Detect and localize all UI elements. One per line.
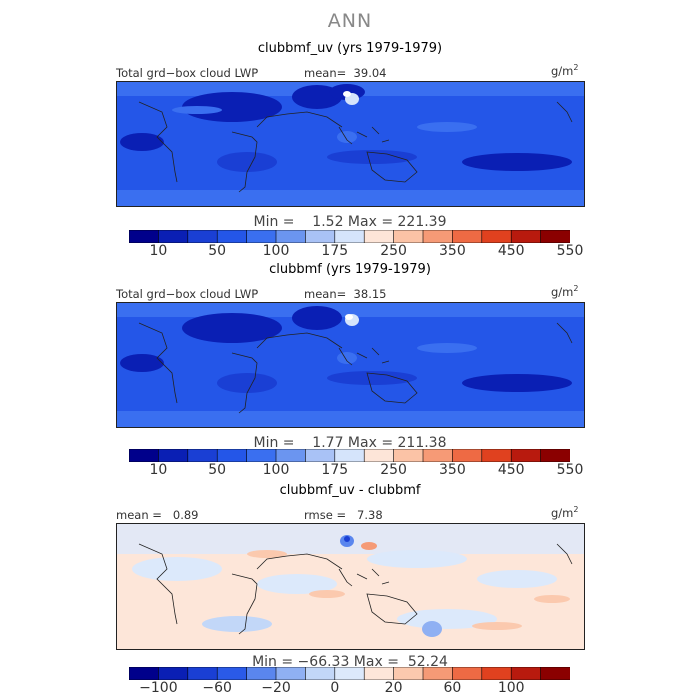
colorbar-swatch <box>334 667 365 680</box>
colorbar-tick-label: 50 <box>208 462 227 478</box>
colorbar-swatch <box>540 230 570 243</box>
colorbar-tick-label: 100 <box>262 243 290 259</box>
panel-1-map-plot <box>117 82 584 206</box>
panel-2-variable-label: Total grd−box cloud LWP <box>116 287 259 301</box>
colorbar-tick-label: 550 <box>556 243 584 259</box>
colorbar-tick-label: 350 <box>439 243 466 259</box>
colorbar-tick-label: 175 <box>321 462 349 478</box>
colorbar-swatch <box>129 667 160 680</box>
panel-3-mean: mean = 0.89 <box>116 508 199 522</box>
panel-3-units: g/m2 <box>551 505 579 520</box>
colorbar-swatch <box>393 667 424 680</box>
colorbar-tick-label: 50 <box>208 243 227 259</box>
colorbar-tick-label: 450 <box>497 243 525 259</box>
colorbar-tick-label: 175 <box>321 243 349 259</box>
panel-3-map <box>116 523 585 650</box>
colorbar-swatch <box>305 230 336 243</box>
colorbar-swatch <box>275 230 307 243</box>
colorbar-swatch <box>393 230 424 243</box>
panel-1-title: clubbmf_uv (yrs 1979-1979) <box>257 41 443 56</box>
panel-2-colorbar-ticks: 10 50 100 175 250 350 450 550 <box>0 462 700 480</box>
colorbar-swatch <box>481 449 512 462</box>
panel-3-colorbar <box>129 667 570 680</box>
panel-2-map <box>116 302 585 428</box>
colorbar-swatch <box>510 449 542 462</box>
panel-3-minmax: Min = −66.33 Max = 52.24 <box>252 654 448 670</box>
panel-2-map-plot <box>117 303 584 427</box>
colorbar-tick-label: 250 <box>380 243 407 259</box>
colorbar-swatch <box>216 449 248 462</box>
colorbar-swatch <box>422 667 454 680</box>
colorbar-swatch <box>363 667 395 680</box>
colorbar-tick-label: 10 <box>149 243 168 259</box>
colorbar-swatch <box>510 230 542 243</box>
colorbar-swatch <box>540 667 570 680</box>
colorbar-swatch <box>334 449 365 462</box>
colorbar-swatch <box>158 230 189 243</box>
panel-1-minmax: Min = 1.52 Max = 221.39 <box>253 214 447 230</box>
panel-1-variable-label: Total grd−box cloud LWP <box>116 66 259 80</box>
colorbar-tick-label: −100 <box>139 680 178 696</box>
colorbar-tick-label: 0 <box>330 680 340 696</box>
colorbar-tick-label: 450 <box>497 462 525 478</box>
colorbar-swatch <box>510 667 542 680</box>
colorbar-swatch <box>158 667 189 680</box>
panel-1-mean: mean= 39.04 <box>304 66 387 80</box>
colorbar-swatch <box>129 449 160 462</box>
panel-2-units: g/m2 <box>551 284 579 299</box>
colorbar-swatch <box>246 667 277 680</box>
colorbar-swatch <box>158 449 189 462</box>
panel-3-colorbar-ticks: −100 −60 −20 0 20 60 100 <box>0 680 700 698</box>
colorbar-swatch <box>187 667 218 680</box>
colorbar-swatch <box>363 449 395 462</box>
colorbar-swatch <box>216 230 248 243</box>
panel-3-map-plot <box>117 524 584 649</box>
panel-2-title: clubbmf (yrs 1979-1979) <box>269 262 431 277</box>
panel-1-colorbar-ticks: 10 50 100 175 250 350 450 550 <box>0 243 700 261</box>
colorbar-tick-label: −20 <box>261 680 291 696</box>
colorbar-swatch <box>216 667 248 680</box>
colorbar-swatch <box>540 449 570 462</box>
colorbar-swatch <box>422 230 454 243</box>
colorbar-swatch <box>393 449 424 462</box>
colorbar-tick-label: 60 <box>443 680 462 696</box>
colorbar-swatch <box>187 449 218 462</box>
colorbar-swatch <box>246 449 277 462</box>
colorbar-tick-label: 10 <box>149 462 168 478</box>
colorbar-swatch <box>452 667 483 680</box>
colorbar-swatch <box>452 449 483 462</box>
colorbar-swatch <box>305 667 336 680</box>
colorbar-swatch <box>481 230 512 243</box>
panel-1-colorbar <box>129 230 570 243</box>
colorbar-swatch <box>275 449 307 462</box>
colorbar-swatch <box>129 230 160 243</box>
colorbar-swatch <box>422 449 454 462</box>
figure-title: ANN <box>327 10 373 32</box>
colorbar-tick-label: 100 <box>262 462 290 478</box>
panel-1-units: g/m2 <box>551 63 579 78</box>
colorbar-swatch <box>246 230 277 243</box>
colorbar-tick-label: 100 <box>497 680 525 696</box>
colorbar-swatch <box>334 230 365 243</box>
panel-3-rmse: rmse = 7.38 <box>304 508 383 522</box>
colorbar-tick-label: 20 <box>384 680 403 696</box>
colorbar-swatch <box>363 230 395 243</box>
colorbar-tick-label: 550 <box>556 462 584 478</box>
colorbar-swatch <box>305 449 336 462</box>
colorbar-tick-label: 250 <box>380 462 407 478</box>
colorbar-swatch <box>187 230 218 243</box>
panel-2-mean: mean= 38.15 <box>304 287 387 301</box>
colorbar-swatch <box>481 667 512 680</box>
colorbar-swatch <box>452 230 483 243</box>
panel-3-title: clubbmf_uv - clubbmf <box>279 483 421 498</box>
panel-2-minmax: Min = 1.77 Max = 211.38 <box>253 435 447 451</box>
panel-1-map <box>116 81 585 207</box>
colorbar-swatch <box>275 667 307 680</box>
colorbar-tick-label: 350 <box>439 462 466 478</box>
colorbar-tick-label: −60 <box>202 680 232 696</box>
panel-2-colorbar <box>129 449 570 462</box>
